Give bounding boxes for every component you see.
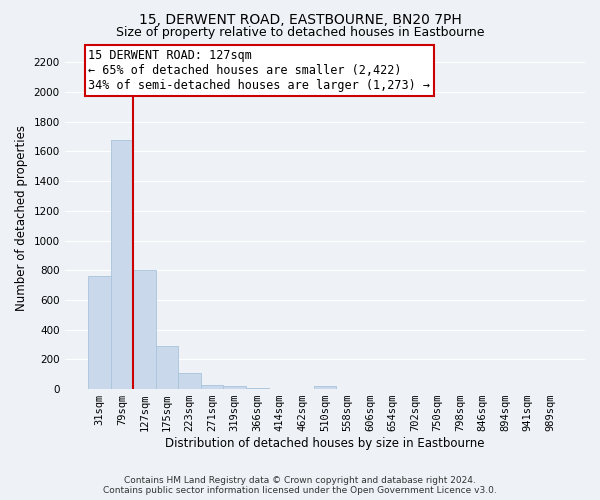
Bar (111, 140, 133, 389)
Y-axis label: Number of detached properties: Number of detached properties (15, 126, 28, 312)
Text: 15 DERWENT ROAD: 127sqm
← 65% of detached houses are smaller (2,422)
34% of semi: 15 DERWENT ROAD: 127sqm ← 65% of detache… (88, 49, 430, 92)
Bar (88, 276, 111, 389)
Bar (223, 386, 246, 389)
Text: Size of property relative to detached houses in Eastbourne: Size of property relative to detached ho… (116, 26, 484, 39)
Bar (314, 386, 336, 389)
X-axis label: Distribution of detached houses by size in Eastbourne: Distribution of detached houses by size … (165, 437, 485, 450)
Bar (156, 346, 178, 389)
Bar (201, 384, 223, 389)
Bar (246, 388, 269, 389)
Text: 15, DERWENT ROAD, EASTBOURNE, BN20 7PH: 15, DERWENT ROAD, EASTBOURNE, BN20 7PH (139, 12, 461, 26)
Bar (133, 270, 156, 389)
Text: Contains HM Land Registry data © Crown copyright and database right 2024.
Contai: Contains HM Land Registry data © Crown c… (103, 476, 497, 495)
Bar (178, 372, 201, 389)
